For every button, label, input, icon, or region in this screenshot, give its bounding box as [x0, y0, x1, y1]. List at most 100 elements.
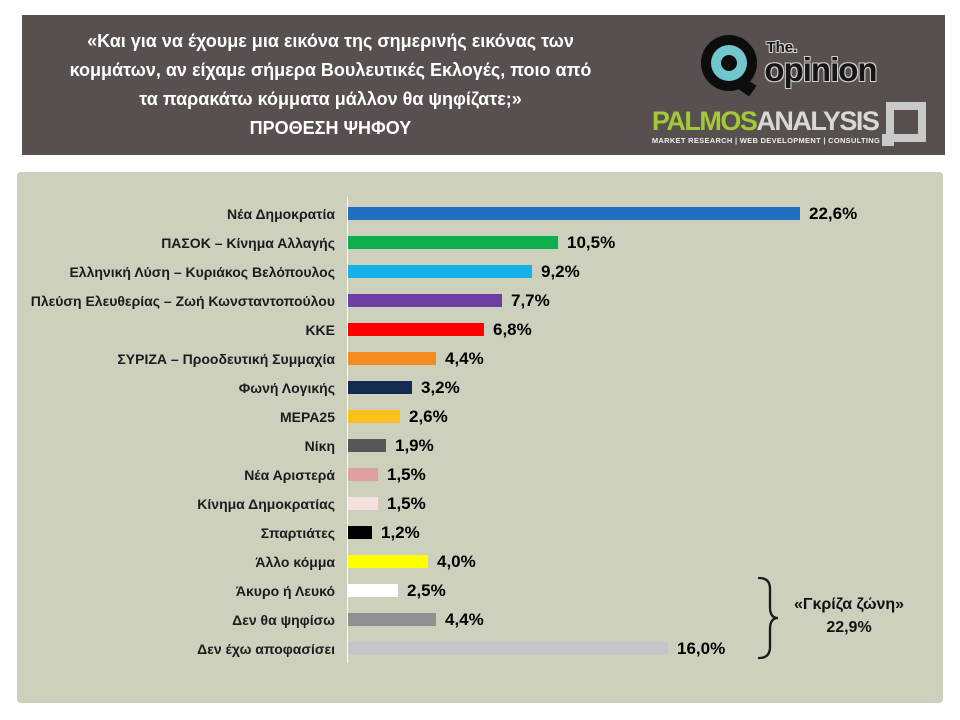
bar — [348, 584, 398, 597]
bar-row: Άκυρο ή Λευκό 2,5% — [17, 576, 943, 605]
bar-row: ΣΥΡΙΖΑ – Προοδευτική Συμμαχία 4,4% — [17, 344, 943, 373]
bar-wrap: 16,0% — [348, 639, 725, 659]
bar — [348, 236, 558, 249]
value-label: 4,0% — [437, 551, 476, 571]
bar — [348, 439, 386, 452]
value-label: 22,6% — [809, 203, 858, 223]
bar — [348, 352, 436, 365]
value-label: 4,4% — [445, 609, 484, 629]
party-label: Νέα Αριστερά — [244, 466, 335, 483]
bar-row: Κίνημα Δημοκρατίας 1,5% — [17, 489, 943, 518]
bar-row: Σπαρτιάτες 1,2% — [17, 518, 943, 547]
party-label: ΠΑΣΟΚ – Κίνημα Αλλαγής — [161, 234, 335, 251]
value-label: 1,2% — [381, 522, 420, 542]
bar — [348, 207, 800, 220]
gray-zone-value: 22,9% — [826, 619, 872, 636]
value-label: 1,9% — [395, 435, 434, 455]
value-label: 2,5% — [407, 580, 446, 600]
bar-wrap: 2,5% — [348, 581, 446, 601]
bar-wrap: 10,5% — [348, 233, 615, 253]
teal-ring-icon — [711, 44, 748, 81]
bar-row: Δεν θα ψηφίσω 4,4% — [17, 605, 943, 634]
party-label: Δεν έχω αποφασίσει — [197, 640, 335, 657]
palmos-square-icon — [882, 101, 927, 146]
palmos-tagline: MARKET RESEARCH | WEB DEVELOPMENT | CONS… — [651, 135, 881, 145]
party-label: Άλλο κόμμα — [255, 553, 335, 570]
bar-wrap: 22,6% — [348, 204, 857, 224]
opinion-logo-the: The. — [766, 38, 798, 56]
party-label: Φωνή Λογικής — [238, 379, 335, 396]
bar — [348, 613, 436, 626]
bar-row: Νέα Δημοκρατία 22,6% — [17, 199, 943, 228]
bar — [348, 526, 372, 539]
speech-bubble-icon — [701, 34, 758, 97]
value-label: 16,0% — [677, 638, 726, 658]
palmos-logo-gray: ANALYSIS — [756, 105, 880, 136]
chart-title: ΠΡΟΘΕΣΗ ΨΗΦΟΥ — [249, 118, 412, 138]
bar-row: Πλεύση Ελευθερίας – Ζωή Κωνσταντοπούλου … — [17, 286, 943, 315]
bar-row: ΜΕΡΑ25 2,6% — [17, 402, 943, 431]
question-line-2: κομμάτων, αν είχαμε σήμερα Βουλευτικές Ε… — [69, 60, 592, 80]
party-label: Ελληνική Λύση – Κυριάκος Βελόπουλος — [69, 263, 335, 280]
bar-row: Φωνή Λογικής 3,2% — [17, 373, 943, 402]
gray-zone-brace — [757, 576, 779, 660]
bar — [348, 410, 400, 423]
logos-block: The. opinion PALMOSANALYSIS MARKET RESEA… — [639, 15, 945, 155]
value-label: 10,5% — [567, 232, 616, 252]
gray-zone-annotation: «Γκρίζα ζώνη» 22,9% — [769, 593, 929, 639]
question-header: «Και για να έχουμε μια εικόνα της σημερι… — [22, 15, 945, 155]
value-label: 6,8% — [493, 319, 532, 339]
party-label: Άκυρο ή Λευκό — [235, 582, 335, 599]
question-line-3: τα παρακάτω κόμματα μάλλον θα ψηφίζατε;» — [139, 89, 522, 109]
bar-row: Άλλο κόμμα 4,0% — [17, 547, 943, 576]
party-label: Δεν θα ψηφίσω — [232, 611, 335, 628]
palmos-logo-text: PALMOSANALYSIS MARKET RESEARCH | WEB DEV… — [651, 105, 881, 145]
bar-wrap: 1,5% — [348, 465, 426, 485]
the-opinion-logo: The. opinion — [701, 26, 878, 100]
bubble-tail-icon — [738, 77, 757, 97]
bar-row: ΚΚΕ 6,8% — [17, 315, 943, 344]
bar-row: Νίκη 1,9% — [17, 431, 943, 460]
party-label: Σπαρτιάτες — [260, 524, 335, 541]
party-label: Κίνημα Δημοκρατίας — [197, 495, 335, 512]
bar-rows: Νέα Δημοκρατία 22,6% ΠΑΣΟΚ – Κίνημα Αλλα… — [17, 199, 943, 663]
bar-wrap: 6,8% — [348, 320, 532, 340]
bar-wrap: 7,7% — [348, 291, 550, 311]
party-label: Νίκη — [304, 437, 335, 454]
bar-row: Νέα Αριστερά 1,5% — [17, 460, 943, 489]
value-label: 9,2% — [541, 261, 580, 281]
bar-row: Ελληνική Λύση – Κυριάκος Βελόπουλος 9,2% — [17, 257, 943, 286]
value-label: 2,6% — [409, 406, 448, 426]
bar-wrap: 1,5% — [348, 494, 426, 514]
party-label: Νέα Δημοκρατία — [227, 205, 335, 222]
chart-panel: Νέα Δημοκρατία 22,6% ΠΑΣΟΚ – Κίνημα Αλλα… — [17, 172, 943, 703]
bar-wrap: 2,6% — [348, 407, 448, 427]
bar-wrap: 4,4% — [348, 349, 484, 369]
axis-line — [347, 197, 348, 663]
bar-row: ΠΑΣΟΚ – Κίνημα Αλλαγής 10,5% — [17, 228, 943, 257]
value-label: 4,4% — [445, 348, 484, 368]
bar — [348, 555, 428, 568]
opinion-logo-text: The. opinion — [764, 38, 877, 86]
party-label: ΣΥΡΙΖΑ – Προοδευτική Συμμαχία — [117, 350, 335, 367]
question-line-1: «Και για να έχουμε μια εικόνα της σημερι… — [87, 31, 574, 51]
value-label: 1,5% — [387, 493, 426, 513]
gray-zone-label: «Γκρίζα ζώνη» — [793, 596, 905, 613]
bar-wrap: 1,2% — [348, 523, 420, 543]
palmos-analysis-logo: PALMOSANALYSIS MARKET RESEARCH | WEB DEV… — [651, 101, 927, 146]
palmos-logo-green: PALMOS — [651, 105, 758, 136]
value-label: 3,2% — [421, 377, 460, 397]
value-label: 7,7% — [511, 290, 550, 310]
bar-wrap: 1,9% — [348, 436, 434, 456]
party-label: ΜΕΡΑ25 — [280, 408, 335, 425]
bar — [348, 642, 668, 655]
bar — [348, 497, 378, 510]
bar — [348, 323, 484, 336]
bar — [348, 468, 378, 481]
bar-row: Δεν έχω αποφασίσει 16,0% — [17, 634, 943, 663]
bar-wrap: 9,2% — [348, 262, 580, 282]
question-text: «Και για να έχουμε μια εικόνα της σημερι… — [22, 15, 639, 155]
value-label: 1,5% — [387, 464, 426, 484]
party-label: Πλεύση Ελευθερίας – Ζωή Κωνσταντοπούλου — [30, 292, 335, 309]
